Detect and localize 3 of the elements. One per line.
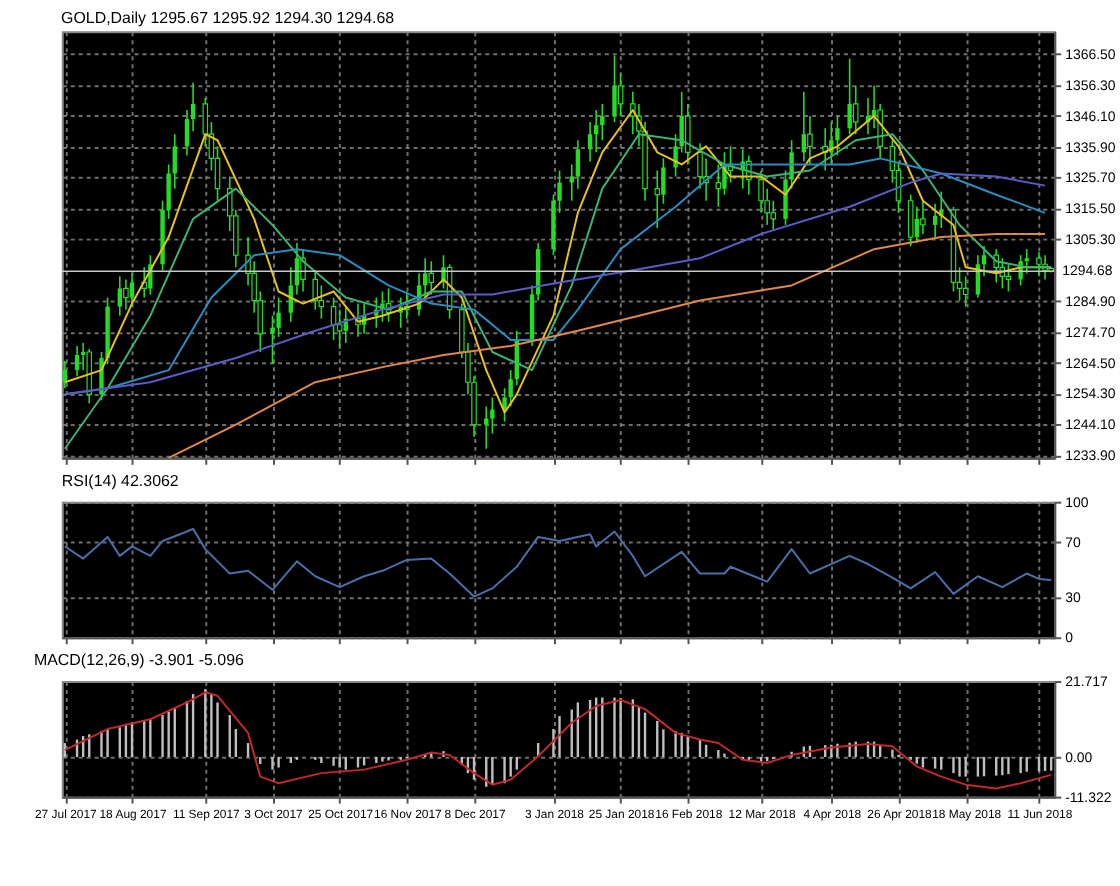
chart-title: RSI(14) 42.3062 xyxy=(61,471,180,490)
chart-title: GOLD,Daily 1295.67 1295.92 1294.30 1294.68 xyxy=(60,9,396,28)
chart-title: MACD(12,26,9) -3.901 -5.096 xyxy=(33,651,245,670)
